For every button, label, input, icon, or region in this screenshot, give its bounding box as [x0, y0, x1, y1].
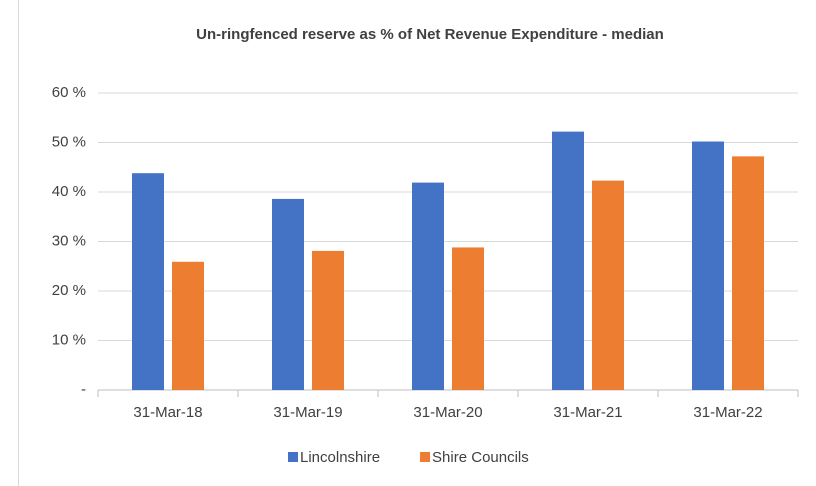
- bar: [172, 261, 204, 390]
- bar: [272, 198, 304, 390]
- bar: [692, 141, 724, 390]
- legend-label: Lincolnshire: [300, 449, 380, 466]
- bar: [412, 182, 444, 390]
- x-tick-label: 31-Mar-19: [273, 404, 342, 421]
- y-tick-label: 20 %: [52, 282, 86, 299]
- bar: [592, 180, 624, 390]
- x-tick-label: 31-Mar-18: [133, 404, 202, 421]
- chart-border: [18, 0, 816, 486]
- bar: [452, 247, 484, 390]
- y-tick-label: 60 %: [52, 84, 86, 101]
- y-tick-label: -: [81, 381, 86, 398]
- bar: [132, 173, 164, 390]
- y-tick-label: 10 %: [52, 331, 86, 348]
- legend-label: Shire Councils: [432, 449, 529, 466]
- y-tick-label: 50 %: [52, 133, 86, 150]
- bar: [732, 156, 764, 390]
- y-tick-label: 40 %: [52, 183, 86, 200]
- x-tick-label: 31-Mar-20: [413, 404, 482, 421]
- bar: [552, 131, 584, 391]
- bar: [312, 250, 344, 390]
- legend-swatch: [420, 452, 431, 462]
- x-tick-label: 31-Mar-21: [553, 404, 622, 421]
- chart-title: Un-ringfenced reserve as % of Net Revenu…: [196, 26, 664, 43]
- x-tick-label: 31-Mar-22: [693, 404, 762, 421]
- y-tick-label: 30 %: [52, 232, 86, 249]
- legend-swatch: [288, 452, 298, 462]
